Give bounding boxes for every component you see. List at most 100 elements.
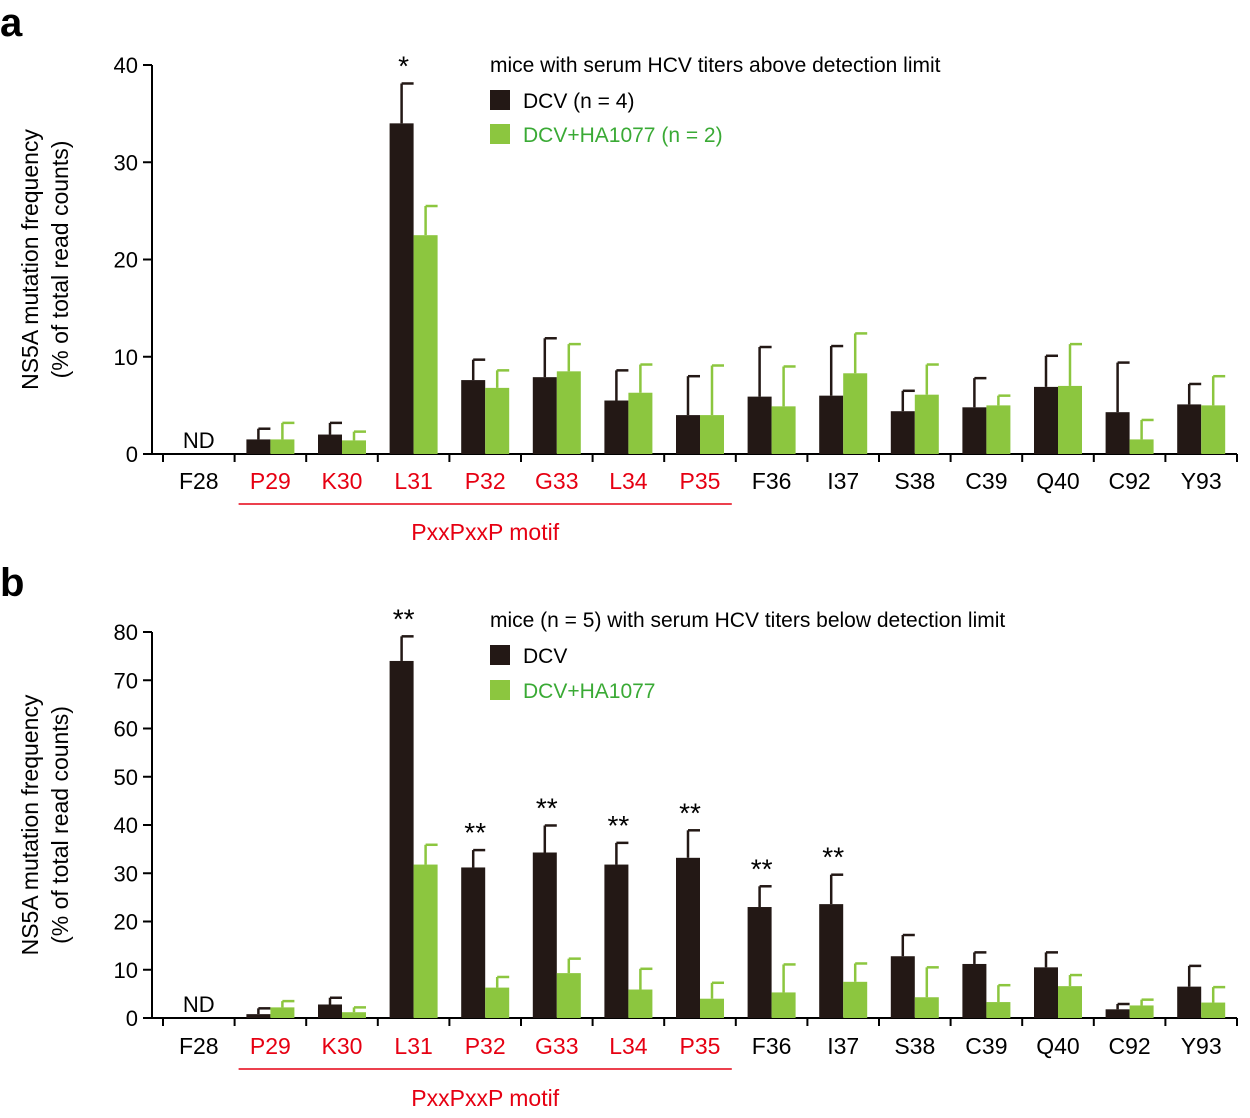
- bar-dcv: [318, 434, 342, 454]
- bar-dcv: [890, 411, 915, 454]
- bar-dcv: [890, 956, 915, 1018]
- bar-dcv-ha1077: [1129, 1005, 1154, 1018]
- bar-dcv: [747, 396, 772, 454]
- legend-title: mice with serum HCV titers above detecti…: [490, 54, 941, 77]
- x-tick-label: I37: [827, 1033, 859, 1059]
- x-tick-label: L34: [609, 468, 648, 494]
- x-tick-label: K30: [322, 1033, 363, 1059]
- legend-swatch: [490, 90, 510, 110]
- bar-dcv-ha1077: [485, 387, 510, 454]
- nd-label: ND: [183, 428, 215, 453]
- x-tick-label: F28: [179, 468, 219, 494]
- legend-label: DCV (n = 4): [523, 90, 634, 113]
- significance-mark: *: [398, 50, 409, 81]
- bar-dcv-ha1077: [342, 440, 366, 454]
- significance-mark: **: [751, 853, 773, 884]
- bar-dcv-ha1077: [771, 992, 796, 1018]
- bar-dcv: [1177, 404, 1202, 454]
- bar-dcv: [1034, 386, 1058, 454]
- x-tick-label: P32: [465, 1033, 506, 1059]
- y-tick-label: 80: [114, 620, 138, 645]
- legend-title: mice (n = 5) with serum HCV titers below…: [490, 609, 1005, 632]
- bar-dcv-ha1077: [914, 997, 939, 1018]
- y-tick-label: 40: [114, 53, 138, 78]
- x-tick-label: Y93: [1181, 468, 1222, 494]
- bar-dcv: [318, 1004, 342, 1018]
- bar-dcv-ha1077: [843, 373, 868, 454]
- bar-dcv-ha1077: [485, 987, 510, 1018]
- bar-dcv-ha1077: [413, 235, 438, 454]
- bar-dcv: [962, 963, 987, 1018]
- nd-label: ND: [183, 992, 215, 1017]
- legend-swatch: [490, 645, 510, 665]
- significance-mark: **: [822, 842, 844, 873]
- x-tick-label: C39: [965, 1033, 1007, 1059]
- significance-mark: **: [393, 603, 415, 634]
- bar-dcv: [962, 407, 987, 454]
- x-tick-label: I37: [827, 468, 859, 494]
- x-tick-label: C92: [1108, 468, 1150, 494]
- bar-dcv-ha1077: [270, 439, 295, 454]
- x-tick-label: P29: [250, 1033, 291, 1059]
- bar-dcv-ha1077: [556, 973, 581, 1018]
- bar-dcv: [389, 660, 414, 1018]
- bar-dcv: [819, 904, 844, 1018]
- x-tick-label: G33: [535, 468, 578, 494]
- x-tick-label: L31: [394, 468, 432, 494]
- panel-letter: a: [0, 1, 23, 45]
- x-tick-label: S38: [894, 468, 935, 494]
- panel-a: a NS5A mutation frequency (% of total read…: [0, 1, 1238, 545]
- x-tick-label: L31: [394, 1033, 432, 1059]
- bar-dcv: [676, 857, 700, 1018]
- legend-label: DCV+HA1077: [523, 680, 656, 703]
- legend-label: DCV: [523, 645, 567, 668]
- y-tick-label: 30: [114, 861, 138, 886]
- bar-dcv-ha1077: [628, 392, 653, 454]
- bar-dcv: [461, 867, 486, 1018]
- bar-dcv-ha1077: [628, 989, 653, 1018]
- panel-letter: b: [0, 561, 24, 605]
- y-tick-label: 30: [114, 150, 138, 175]
- x-tick-label: F28: [179, 1033, 219, 1059]
- x-tick-label: G33: [535, 1033, 578, 1059]
- motif-label: PxxPxxP motif: [411, 1085, 559, 1111]
- x-tick-label: F36: [752, 1033, 792, 1059]
- x-tick-label: C39: [965, 468, 1007, 494]
- x-tick-label: P35: [680, 1033, 721, 1059]
- legend-label: DCV+HA1077 (n = 2): [523, 124, 723, 147]
- y-tick-label: 20: [114, 910, 138, 935]
- y-tick-label: 0: [126, 1006, 138, 1031]
- bar-dcv: [246, 1014, 271, 1018]
- x-tick-label: C92: [1108, 1033, 1150, 1059]
- significance-mark: **: [608, 810, 630, 841]
- bar-dcv-ha1077: [1201, 1002, 1226, 1018]
- y-tick-label: 60: [114, 717, 138, 742]
- x-tick-label: F36: [752, 468, 792, 494]
- motif-label: PxxPxxP motif: [411, 519, 559, 545]
- bar-dcv: [1105, 412, 1130, 454]
- y-axis-label-units: (% of total read counts): [47, 706, 73, 944]
- y-tick-label: 40: [114, 813, 138, 838]
- bar-dcv: [676, 415, 700, 454]
- bar-dcv: [532, 852, 557, 1018]
- x-tick-label: L34: [609, 1033, 648, 1059]
- x-tick-label: Q40: [1036, 1033, 1079, 1059]
- bar-dcv-ha1077: [556, 371, 581, 454]
- bar-dcv-ha1077: [342, 1012, 366, 1018]
- y-axis-label-units: (% of total read counts): [47, 141, 73, 379]
- bar-dcv: [747, 907, 772, 1018]
- bar-dcv: [389, 123, 414, 454]
- bar-dcv: [246, 439, 271, 454]
- y-axis-label: NS5A mutation frequency: [17, 129, 43, 390]
- bar-dcv-ha1077: [914, 394, 939, 454]
- bar-dcv-ha1077: [771, 406, 796, 454]
- x-tick-label: P32: [465, 468, 506, 494]
- x-tick-label: S38: [894, 1033, 935, 1059]
- bar-dcv: [1034, 967, 1058, 1018]
- x-tick-label: Y93: [1181, 1033, 1222, 1059]
- y-tick-label: 50: [114, 765, 138, 790]
- legend-swatch: [490, 124, 510, 144]
- bar-dcv-ha1077: [1058, 385, 1082, 454]
